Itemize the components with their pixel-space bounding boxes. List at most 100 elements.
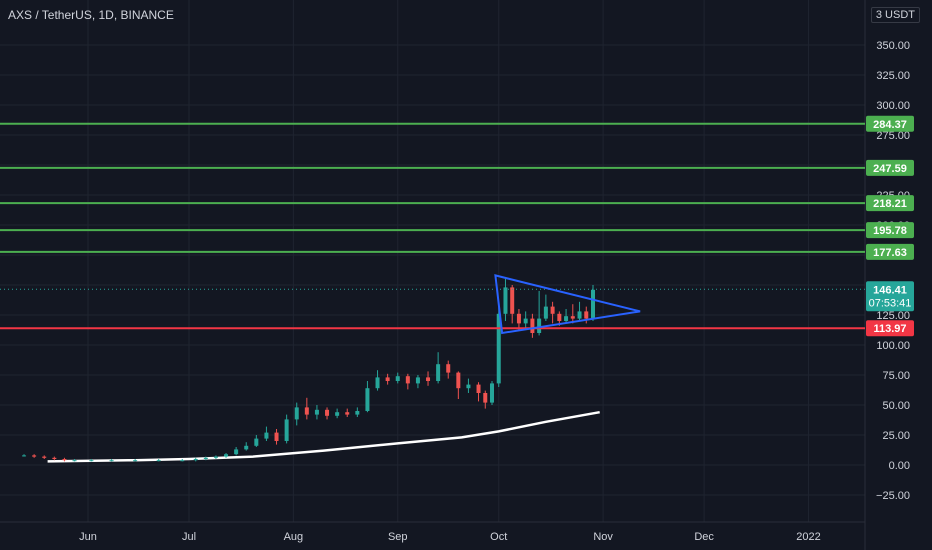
level-price-badge <box>866 243 914 260</box>
candle-body <box>537 318 542 333</box>
price-tick-label: 125.00 <box>876 310 910 322</box>
candle-body <box>577 311 582 319</box>
candle-body <box>483 393 488 403</box>
candle-body <box>32 455 37 457</box>
level-price-label: 247.59 <box>873 163 907 175</box>
level-price-badge <box>866 115 914 132</box>
candle-body <box>436 364 441 381</box>
candle-body <box>476 384 481 393</box>
candle-body <box>557 313 562 321</box>
candle-body <box>385 377 390 381</box>
time-tick-label: Jul <box>182 531 196 543</box>
level-price-badge <box>866 320 914 337</box>
candle-body <box>254 438 259 446</box>
candle-body <box>355 411 360 415</box>
candle-body <box>564 316 569 321</box>
candle-body <box>405 376 410 384</box>
candle-body <box>304 407 309 415</box>
level-price-badge <box>866 195 914 212</box>
candle-body <box>62 459 67 461</box>
candle-body <box>446 364 451 373</box>
price-tick-label: 100.00 <box>876 340 910 352</box>
time-tick-label: Dec <box>694 531 714 543</box>
candle-body <box>335 412 340 416</box>
candle-body <box>314 409 319 415</box>
time-axis[interactable]: Jun Jul Aug Sep Oct Nov Dec 2022 <box>79 531 821 543</box>
price-tick-label: 25.00 <box>882 430 910 442</box>
candle-body <box>42 456 47 458</box>
horizontal-levels: 284.37 247.59 218.21 195.78 177.63 113.97 <box>0 115 914 337</box>
candle-body <box>234 449 239 455</box>
candle-body <box>456 372 461 389</box>
price-tick-label: 300.00 <box>876 100 910 112</box>
candle-body <box>570 316 575 319</box>
candle-body <box>543 306 548 319</box>
candle-body <box>193 459 198 461</box>
time-tick-label: 2022 <box>796 531 820 543</box>
time-tick-label: Sep <box>388 531 408 543</box>
candle-body <box>274 432 279 441</box>
candle-body <box>510 287 515 314</box>
candle-body <box>133 460 138 462</box>
level-price-badge <box>866 222 914 239</box>
moving-average-line <box>47 410 600 463</box>
current-price-badge <box>866 281 914 312</box>
time-tick-label: Aug <box>284 531 304 543</box>
candle-body <box>550 306 555 314</box>
level-price-label: 177.63 <box>873 247 907 259</box>
candle-body <box>496 313 501 384</box>
candle-body <box>395 376 400 381</box>
grid <box>0 0 865 522</box>
candle-body <box>89 460 94 462</box>
candle-body <box>156 460 161 462</box>
candle-body <box>22 455 27 457</box>
level-price-label: 195.78 <box>873 225 907 237</box>
price-tick-label: 75.00 <box>882 370 910 382</box>
candle-body <box>530 318 535 333</box>
price-tick-label: 350.00 <box>876 40 910 52</box>
candle-body <box>415 377 420 384</box>
level-price-badge <box>866 159 914 176</box>
currency-selector[interactable]: 3 USDT <box>870 7 920 23</box>
current-price-label: 146.41 <box>873 284 907 296</box>
candle-body <box>224 454 229 457</box>
candle-body <box>490 383 494 403</box>
candle-body <box>375 377 380 389</box>
candle-body <box>345 412 350 415</box>
level-price-label: 113.97 <box>873 323 906 335</box>
time-tick-label: Jun <box>79 531 97 543</box>
candle-body <box>52 457 57 459</box>
candle-body <box>180 460 185 462</box>
candle-body <box>466 384 471 389</box>
candle-body <box>591 289 595 319</box>
candle-body <box>325 409 330 416</box>
level-price-label: 284.37 <box>873 119 907 131</box>
candle-body <box>284 419 289 441</box>
candle-body <box>503 287 508 314</box>
candle-body <box>294 407 299 420</box>
triangle-pattern[interactable] <box>494 274 641 335</box>
candle-body <box>244 445 249 450</box>
level-price-label: 218.21 <box>873 198 907 210</box>
price-tick-label: 50.00 <box>882 400 910 412</box>
bar-countdown-label: 07:53:41 <box>869 297 912 309</box>
candle-body <box>516 313 521 324</box>
candle-body <box>109 460 114 462</box>
candle-body <box>523 318 528 324</box>
time-tick-label: Nov <box>593 531 613 543</box>
candle-body <box>584 311 589 319</box>
price-tick-label: 325.00 <box>876 70 910 82</box>
price-tick-label: −25.00 <box>876 490 910 502</box>
candle-body <box>203 457 208 459</box>
price-tick-label: 0.00 <box>889 460 910 472</box>
candle-body <box>426 377 431 381</box>
time-tick-label: Oct <box>490 531 507 543</box>
candle-body <box>264 432 269 439</box>
chart-title: AXS / TetherUS, 1D, BINANCE <box>8 8 174 22</box>
price-tick-label: 275.00 <box>876 130 910 142</box>
candle-body <box>213 456 218 458</box>
candle-body <box>72 460 77 462</box>
candles <box>22 279 595 462</box>
